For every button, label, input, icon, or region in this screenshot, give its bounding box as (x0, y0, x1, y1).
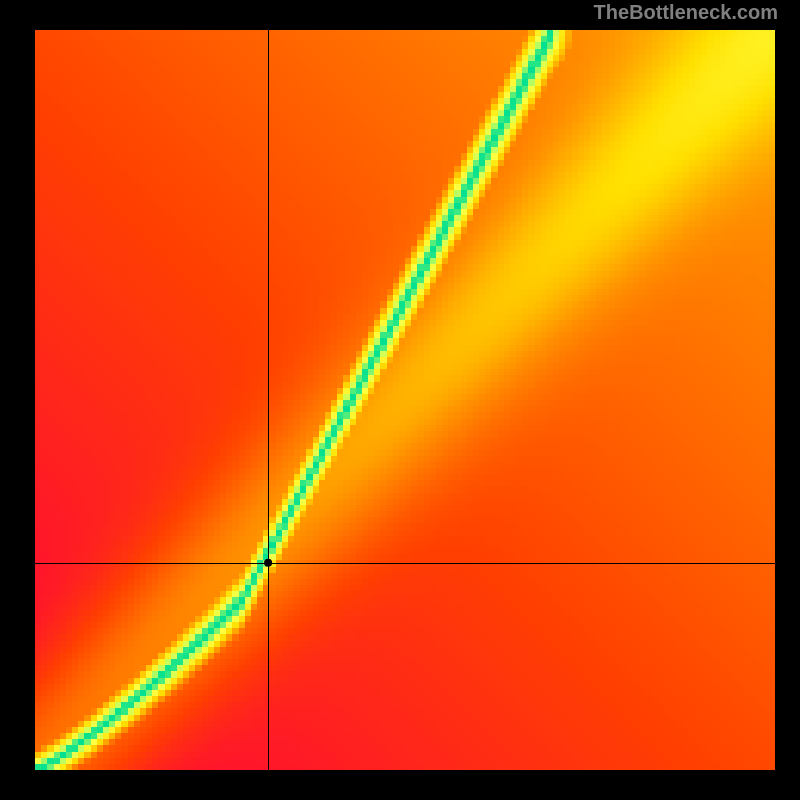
heatmap-canvas (35, 30, 775, 770)
attribution-label: TheBottleneck.com (594, 2, 778, 25)
chart-container: TheBottleneck.com (0, 0, 800, 800)
